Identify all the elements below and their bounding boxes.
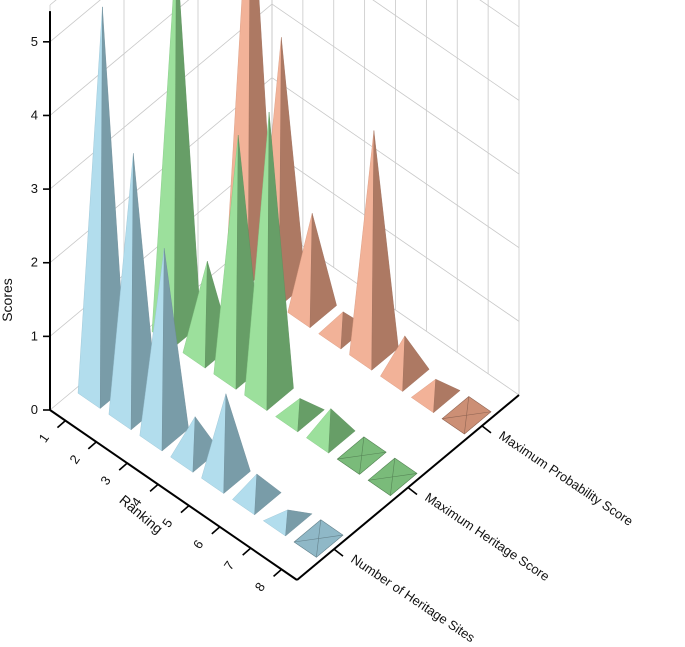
x-tick [149,483,159,492]
bar-pyramid [349,130,399,371]
x-tick [242,547,252,556]
bar-face [349,130,375,371]
bar-pyramid [151,0,202,348]
bar-face [213,134,239,390]
bar-pyramid [244,112,294,412]
bar-face [402,335,430,392]
bar-pyramid [170,415,220,473]
bar-face [309,213,337,329]
bar-pyramid [441,396,492,435]
bar-pyramid [262,509,313,537]
bar-face [275,397,301,433]
bar-pyramid [367,457,418,497]
z-tick-label: 4 [31,107,38,122]
grid-line-back [49,0,190,116]
bar-pyramid [410,378,461,414]
grid-top-edge [49,0,57,6]
bar-face [223,393,251,494]
z-tick-label: 0 [31,402,38,417]
bar-pyramid [293,519,344,558]
bar-edge [359,436,365,475]
bar-face [266,112,294,412]
bar-face [410,378,436,414]
bar-edge [390,458,396,496]
bar-pyramid [201,393,251,494]
grid-line-back [49,0,101,43]
x-axis-line [49,409,298,581]
y-tick [407,486,418,496]
bar-face [262,509,288,537]
bar-face [77,6,103,409]
series-label: Maximum Probability Score [496,428,636,529]
bar-edge [464,396,470,434]
bar-pyramid [232,473,282,516]
bar-pyramid [306,408,356,454]
bar-edge [316,519,322,558]
bars [77,0,492,558]
z-tick-label: 1 [31,328,38,343]
bar-face [254,473,282,516]
z-tick-label: 5 [31,34,38,49]
bar-pyramid [336,436,387,475]
x-tick-label: 7 [221,558,237,573]
series-label: Number of Heritage Sites [348,551,478,645]
x-tick-label: 8 [252,580,268,595]
axes [43,11,520,581]
z-axis-label: Scores [0,278,15,322]
x-tick [118,462,128,471]
bar-pyramid [139,248,189,452]
bar-face [285,509,313,537]
y-tick [333,548,344,557]
x-tick-label: 2 [66,452,82,467]
bar-face [297,398,325,433]
grid-line-back [49,3,273,190]
bar-pyramid [275,397,325,433]
x-tick [273,568,283,577]
x-tick-label: 1 [35,431,51,446]
x-tick-label: 6 [190,537,206,552]
bar-face [371,130,399,371]
bar-pyramid [380,335,430,392]
x-tick [211,526,221,535]
bar-face [173,0,202,348]
x-axis-label: Ranking [116,492,166,537]
grid-line-back [49,77,273,264]
x-tick [180,505,190,514]
bar-face [433,378,461,414]
series-label: Maximum Heritage Score [422,490,552,584]
bar-face [161,248,189,452]
bar-face [328,408,356,454]
bar-face [192,416,220,473]
z-tick-label: 3 [31,181,38,196]
x-tick [87,441,97,450]
y-tick [481,425,492,434]
bar-pyramid [287,213,337,329]
z-tick-label: 2 [31,255,38,270]
x-tick-label: 3 [97,473,113,488]
x-tick [56,420,66,429]
